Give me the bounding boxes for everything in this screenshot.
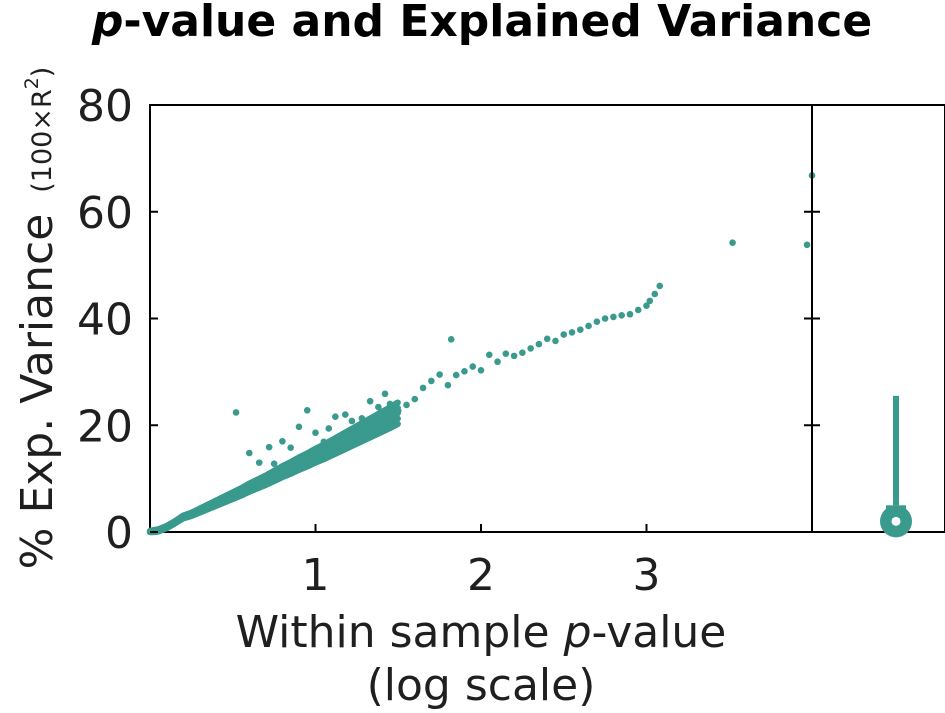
scatter-point	[729, 239, 736, 247]
main-points	[146, 172, 816, 536]
scatter-point	[366, 397, 374, 405]
scatter-point	[519, 349, 526, 356]
scatter-point	[419, 384, 427, 392]
scatter-point	[403, 401, 410, 409]
chart-title-italic: p	[91, 0, 124, 47]
scatter-point	[411, 395, 419, 403]
scatter-point	[394, 407, 402, 415]
scatter-point	[535, 340, 543, 348]
scatter-point	[568, 329, 576, 336]
scatter-point	[447, 336, 455, 343]
scatter-point	[381, 390, 389, 398]
scatter-point	[428, 377, 435, 385]
scatter-point	[295, 423, 303, 431]
scatter-point	[618, 311, 625, 319]
x-tick-label: 1	[302, 550, 330, 601]
y-axis-label-group: % Exp. Variance (100×R2)	[12, 67, 63, 570]
y-tick-label: 60	[77, 188, 133, 239]
scatter-point	[461, 368, 468, 375]
scatter-point	[494, 358, 501, 366]
y-axis-label-sup: 2	[21, 77, 43, 89]
scatter-point	[375, 403, 382, 411]
scatter-point	[510, 352, 518, 360]
scatter-point	[469, 363, 477, 370]
x-tick-label: 3	[633, 550, 661, 601]
scatter-point	[577, 326, 584, 334]
y-tick-label: 0	[105, 508, 133, 559]
y-axis-label-main: % Exp. Variance	[12, 214, 63, 570]
scatter-point	[651, 290, 659, 298]
chart-title: p-value and Explained Variance	[91, 0, 872, 47]
x-axis-label-italic: p	[563, 607, 592, 658]
scatter-point	[444, 381, 452, 389]
scatter-point-dense	[394, 415, 401, 422]
scatter-point	[585, 322, 592, 330]
y-tick-label: 80	[77, 81, 133, 132]
scatter-point	[312, 429, 319, 437]
side-boxplot	[812, 210, 912, 538]
scatter-point	[543, 335, 551, 343]
main-plot-frame	[149, 104, 813, 533]
box-median-dot	[891, 516, 901, 526]
y-tick-label: 40	[77, 295, 133, 346]
scatter-point	[287, 444, 294, 451]
scatter-point	[232, 409, 240, 416]
scatter-point	[358, 415, 366, 422]
main-plot-panel: 0 20 40 60 80 1 2 3	[77, 81, 816, 601]
y-axis-label-close: )	[27, 67, 58, 78]
scatter-point	[502, 350, 510, 358]
scatter-point	[634, 306, 642, 314]
scatter-point-dense	[394, 420, 401, 428]
scatter-point	[552, 337, 559, 345]
scatter-point	[527, 345, 534, 352]
scatter-point	[610, 313, 617, 321]
scatter-point	[593, 318, 601, 326]
scatter-point	[626, 310, 634, 318]
scatter-point	[452, 371, 460, 379]
scatter-point	[325, 425, 333, 432]
y-tick-label: 20	[77, 401, 133, 452]
y-axis-label-sub: (100×R	[27, 89, 58, 192]
scatter-point	[643, 302, 650, 309]
scatter-point	[386, 400, 394, 408]
scatter-point	[341, 411, 349, 418]
scatter-point	[348, 417, 356, 425]
scatter-point	[265, 443, 273, 451]
scatter-point	[270, 460, 278, 467]
x-axis-label-suffix: -value	[592, 607, 727, 658]
scatter-point	[803, 241, 811, 249]
scatter-point	[436, 371, 443, 378]
scatter-point	[560, 331, 568, 338]
scatter-point	[255, 459, 263, 466]
axis-labels: Within sample p-value (log scale) % Exp.…	[12, 67, 727, 711]
scatter-point	[646, 297, 654, 305]
main-axes-ticks: 0 20 40 60 80 1 2 3	[77, 81, 812, 601]
scatter-point	[477, 366, 485, 374]
scatter-point	[332, 413, 339, 421]
x-axis-label-prefix: Within sample	[236, 607, 564, 658]
scatter-point	[303, 407, 311, 414]
scatter-point	[485, 351, 493, 359]
scatter-point-dense	[394, 399, 401, 406]
scatter-point	[656, 282, 664, 290]
scatter-point	[320, 438, 328, 446]
scatter-point	[601, 315, 609, 322]
scatter-point	[246, 449, 253, 457]
chart-title-rest: -value and Explained Variance	[123, 0, 872, 47]
x-axis-label-line1: Within sample p-value	[236, 607, 727, 658]
scatter-point	[279, 437, 286, 445]
side-plot-panel	[811, 104, 945, 538]
side-plot-frame	[811, 104, 945, 533]
y-axis-label: % Exp. Variance (100×R2)	[12, 67, 63, 570]
x-axis-label-line2: (log scale)	[367, 660, 596, 709]
x-tick-label: 2	[467, 550, 495, 601]
